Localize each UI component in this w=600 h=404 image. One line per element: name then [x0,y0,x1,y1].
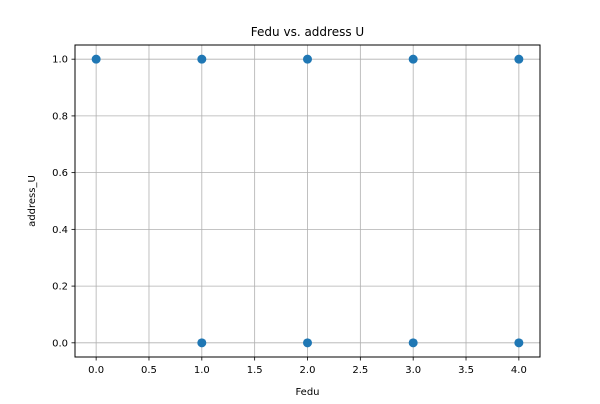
scatter-point [197,338,207,348]
y-tick-label: 0.8 [52,111,68,122]
y-axis-label: address_U [27,175,38,227]
chart-title: Fedu vs. address U [251,25,364,39]
scatter-point [197,54,207,64]
x-tick-label: 3.0 [405,365,421,376]
data-points [91,54,524,348]
scatter-point [408,338,418,348]
x-tick-label: 1.5 [247,365,263,376]
y-tick-label: 0.2 [52,282,68,293]
x-tick-label: 1.0 [194,365,210,376]
scatter-point [91,54,101,64]
x-tick-label: 0.5 [141,365,157,376]
scatter-point [408,54,418,64]
y-tick-label: 1.0 [52,55,68,66]
scatter-point [303,338,312,348]
x-tick-label: 4.0 [511,365,527,376]
y-tick-label: 0.6 [52,168,68,179]
y-tick-label: 0.0 [52,338,68,349]
x-axis-label: Fedu [295,387,319,398]
axis-ticks: 0.0 0.5 1.0 1.5 2.0 2.5 3.0 3.5 4.0 0.0 0.2 0.4 0.6 0… [52,55,527,376]
x-tick-label: 2.0 [300,365,316,376]
scatter-point [303,54,312,64]
grid-lines [75,45,540,357]
x-tick-label: 2.5 [352,365,368,376]
x-tick-label: 0.0 [88,365,104,376]
y-tick-label: 0.4 [52,225,68,236]
scatter-point [514,54,524,64]
scatter-point [514,338,524,348]
x-tick-label: 3.5 [458,365,474,376]
